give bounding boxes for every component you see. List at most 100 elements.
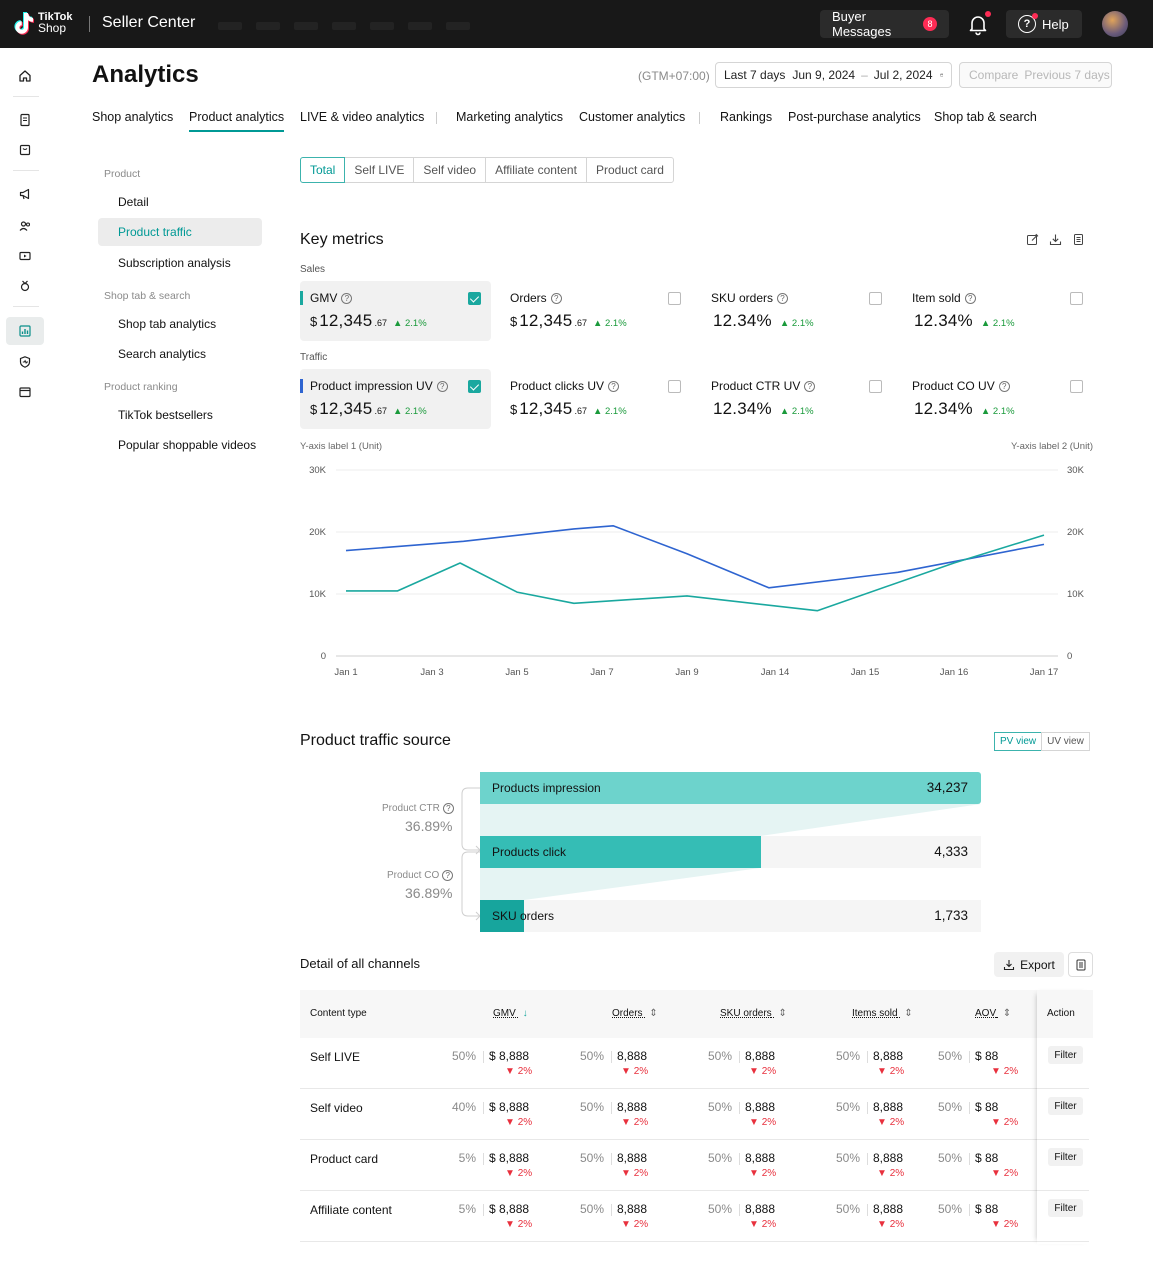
tab-marketing-analytics[interactable]: Marketing analytics: [456, 110, 563, 124]
uv-view-button[interactable]: UV view: [1041, 732, 1090, 751]
metric-change-value: 2.1%: [605, 406, 627, 417]
header-orders-sort[interactable]: Orders ⇕: [612, 1008, 658, 1019]
help-icon[interactable]: ?: [341, 292, 353, 304]
metric-card[interactable]: SKU orders? 12.34% ▲ 2.1%: [701, 281, 892, 341]
funnel-bar[interactable]: [480, 772, 981, 804]
metric-checkbox[interactable]: [1070, 292, 1083, 305]
help-icon[interactable]: ?: [442, 870, 454, 881]
rail-products[interactable]: [6, 136, 44, 164]
tab-live-video-analytics[interactable]: LIVE & video analytics: [300, 110, 425, 124]
app-title: Seller Center: [102, 14, 196, 31]
date-range-picker[interactable]: Last 7 days Jun 9, 2024 – Jul 2, 2024: [715, 62, 952, 88]
sidebar-item-detail[interactable]: Detail: [118, 195, 149, 209]
metric-card[interactable]: Product CTR UV? 12.34% ▲ 2.1%: [701, 369, 892, 429]
rail-orders[interactable]: [6, 106, 44, 134]
funnel-bar-track: [480, 900, 981, 932]
sidebar-item-tiktok-bestsellers[interactable]: TikTok bestsellers: [118, 408, 213, 422]
segment-affiliate-content[interactable]: Affiliate content: [485, 157, 587, 183]
document-icon[interactable]: [1072, 233, 1085, 246]
metric-checkbox[interactable]: [668, 380, 681, 393]
document-icon: [20, 113, 30, 127]
cell-divider: [867, 1102, 868, 1114]
filter-button[interactable]: Filter: [1048, 1046, 1083, 1064]
metric-change-up: ▲ 2.1%: [779, 318, 814, 329]
metric-checkbox[interactable]: [869, 292, 882, 305]
help-icon[interactable]: ?: [777, 292, 789, 304]
help-icon[interactable]: ?: [804, 380, 816, 392]
tab-product-analytics[interactable]: Product analytics: [189, 110, 285, 132]
tab-post-purchase-analytics[interactable]: Post-purchase analytics: [788, 110, 921, 124]
help-icon[interactable]: ?: [436, 380, 448, 392]
user-avatar[interactable]: [1102, 11, 1128, 37]
sidebar-item-popular-shoppable-videos[interactable]: Popular shoppable videos: [118, 438, 257, 452]
metric-name: Product impression UV?: [310, 379, 481, 393]
metric-card[interactable]: GMV? $12,345.67 ▲ 2.1%: [300, 281, 491, 341]
help-icon[interactable]: ?: [998, 380, 1010, 392]
header-sku-orders-sort[interactable]: SKU orders ⇕: [720, 1008, 787, 1019]
rail-live[interactable]: [6, 242, 44, 270]
metric-card[interactable]: Product CO UV? 12.34% ▲ 2.1%: [902, 369, 1093, 429]
tab-customer-analytics[interactable]: Customer analytics: [579, 110, 686, 124]
rail-finance[interactable]: [6, 378, 44, 406]
edit-icon[interactable]: [1026, 233, 1039, 246]
tab-shop-analytics[interactable]: Shop analytics: [92, 110, 174, 124]
key-metrics-actions: [1026, 233, 1085, 246]
help-icon[interactable]: ?: [442, 803, 454, 814]
sidebar-item-search-analytics[interactable]: Search analytics: [118, 347, 207, 361]
change-down: ▼ 2%: [505, 1117, 533, 1128]
metric-card[interactable]: Product impression UV? $12,345.67 ▲ 2.1%: [300, 369, 491, 429]
metric-card[interactable]: Item sold? 12.34% ▲ 2.1%: [902, 281, 1093, 341]
metric-main-value: 12.34%: [713, 311, 772, 330]
metric-checkbox[interactable]: [668, 292, 681, 305]
help-icon[interactable]: ?: [550, 292, 562, 304]
sidebar-item-subscription-analysis[interactable]: Subscription analysis: [118, 256, 231, 270]
funnel-bar[interactable]: [480, 900, 524, 932]
header-gmv-sort[interactable]: GMV ↓: [493, 1008, 528, 1019]
metric-checkbox[interactable]: [468, 380, 481, 393]
rail-analytics[interactable]: [6, 317, 44, 345]
rail-marketing[interactable]: [6, 180, 44, 208]
export-button[interactable]: Export: [994, 952, 1064, 977]
tab-rankings[interactable]: Rankings: [720, 110, 773, 124]
notification-bell-icon[interactable]: [966, 12, 990, 36]
sidebar-item-product-traffic[interactable]: Product traffic: [98, 218, 262, 246]
tab-shop-tab-search[interactable]: Shop tab & search: [934, 110, 1037, 124]
rail-separator: [13, 96, 39, 97]
x-tick-label: Jan 15: [851, 667, 880, 678]
report-button[interactable]: [1068, 952, 1093, 977]
metric-checkbox[interactable]: [468, 292, 481, 305]
rail-growth[interactable]: [6, 272, 44, 300]
funnel-bar[interactable]: [480, 836, 761, 868]
metric-card[interactable]: Orders? $12,345.67 ▲ 2.1%: [500, 281, 691, 341]
header-aov-sort[interactable]: AOV ⇕: [975, 1008, 1011, 1019]
help-icon[interactable]: ?: [608, 380, 620, 392]
filter-button[interactable]: Filter: [1048, 1148, 1083, 1166]
compare-toggle[interactable]: Compare Previous 7 days: [959, 62, 1112, 88]
download-icon[interactable]: [1049, 233, 1062, 246]
header-items-sold-sort[interactable]: Items sold ⇕: [852, 1008, 913, 1019]
help-button[interactable]: ? Help: [1006, 10, 1082, 38]
help-icon[interactable]: ?: [964, 292, 976, 304]
sidebar-item-shop-tab-analytics[interactable]: Shop tab analytics: [118, 317, 217, 331]
tiktok-shop-logo[interactable]: TikTok Shop: [12, 11, 72, 35]
cell-divider: [969, 1204, 970, 1216]
segment-total[interactable]: Total: [300, 157, 346, 183]
share-percent: 50%: [937, 1151, 962, 1165]
metric-checkbox[interactable]: [1070, 380, 1083, 393]
segment-product-card[interactable]: Product card: [585, 157, 674, 183]
metric-card[interactable]: Product clicks UV? $12,345.67 ▲ 2.1%: [500, 369, 691, 429]
pv-view-button[interactable]: PV view: [994, 732, 1043, 751]
filter-button[interactable]: Filter: [1048, 1199, 1083, 1217]
rail-home[interactable]: [6, 62, 44, 90]
buyer-messages-button[interactable]: Buyer Messages 8: [820, 9, 949, 39]
cell-value: $ 88: [975, 1100, 999, 1114]
segment-self-video[interactable]: Self video: [413, 157, 487, 183]
metric-currency: $: [310, 314, 318, 329]
metric-checkbox[interactable]: [869, 380, 882, 393]
rail-health[interactable]: [6, 348, 44, 376]
cell-value: $ 88: [975, 1049, 999, 1063]
segment-self-live[interactable]: Self LIVE: [344, 157, 415, 183]
filter-button[interactable]: Filter: [1048, 1097, 1083, 1115]
rail-affiliates[interactable]: [6, 212, 44, 240]
change-down: ▼ 2%: [991, 1066, 1019, 1077]
